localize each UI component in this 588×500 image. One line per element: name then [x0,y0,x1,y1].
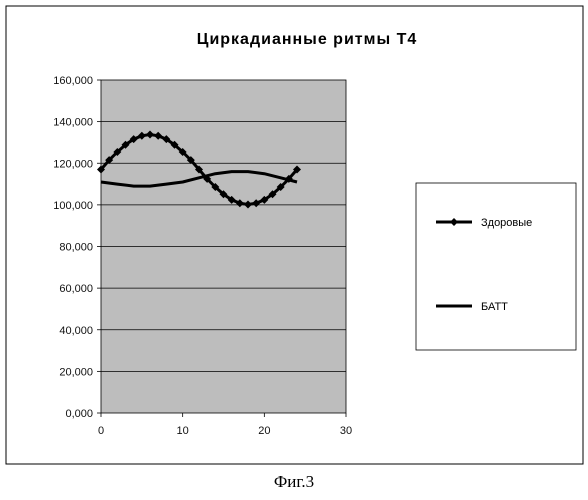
y-tick-label: 80,000 [59,242,93,254]
x-tick-label: 10 [177,425,189,437]
y-tick-label: 120,000 [53,158,93,170]
legend-label-1: БАТТ [481,301,508,313]
y-tick-label: 160,000 [53,75,93,87]
chart: 0,000 20,000 40,000 60,000 80,000 100,000 120,… [0,0,588,470]
legend-box [416,183,576,350]
figure-caption: Фиг.3 [0,472,588,492]
chart-title: Циркадианные ритмы Т4 [197,31,418,48]
legend-label-0: Здоровые [481,217,532,229]
y-tick-label: 20,000 [59,366,93,378]
y-tick-label: 140,000 [53,117,93,129]
x-tick-label: 30 [340,425,352,437]
x-tick-label: 20 [258,425,270,437]
y-tick-label: 100,000 [53,200,93,212]
y-tick-label: 40,000 [59,325,93,337]
y-tick-label: 0,000 [65,408,93,420]
x-tick-label: 0 [98,425,104,437]
y-tick-label: 60,000 [59,283,93,295]
